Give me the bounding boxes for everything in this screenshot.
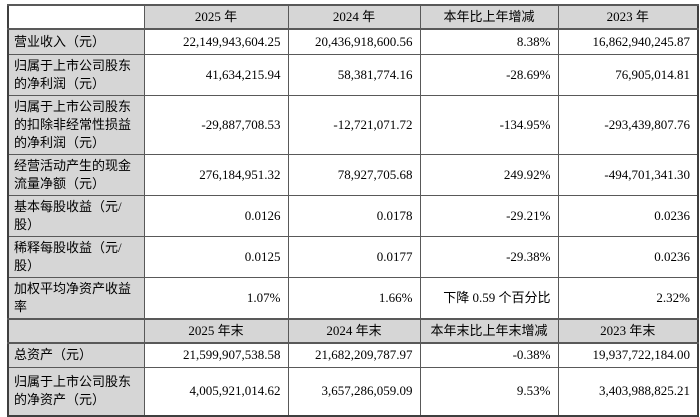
table-row-operating-cash-flow: 经营活动产生的现金流量净额（元） 276,184,951.32 78,927,7… (7, 153, 699, 196)
header-cell-2025-end: 2025 年末 (143, 317, 289, 344)
header-cell-2024: 2024 年 (287, 4, 421, 30)
table-row-diluted-eps: 稀释每股收益（元/股） 0.0125 0.0177 -29.38% 0.0236 (7, 235, 699, 278)
value-2024: 21,682,209,787.97 (287, 342, 421, 368)
value-change: 9.53% (419, 367, 559, 416)
value-change: -28.69% (419, 53, 559, 96)
table-header-row-annual: 2025 年 2024 年 本年比上年增减 2023 年 (7, 4, 699, 30)
table-row-net-assets: 归属于上市公司股东的净资产（元） 4,005,921,014.62 3,657,… (7, 367, 699, 416)
table-row-basic-eps: 基本每股收益（元/股） 0.0126 0.0178 -29.21% 0.0236 (7, 194, 699, 237)
value-2025: 276,184,951.32 (143, 153, 289, 196)
header-cell-2023-end: 2023 年末 (557, 317, 699, 344)
value-2023: 0.0236 (557, 235, 699, 278)
financial-summary-table-wrap: 2025 年 2024 年 本年比上年增减 2023 年 营业收入（元） 22,… (7, 4, 699, 417)
header-cell-2024-end: 2024 年末 (287, 317, 421, 344)
value-change: -134.95% (419, 94, 559, 155)
value-2024: 0.0177 (287, 235, 421, 278)
table-header-row-year-end: 2025 年末 2024 年末 本年末比上年末增减 2023 年末 (7, 317, 699, 344)
row-label: 营业收入（元） (7, 28, 145, 55)
value-2025: 41,634,215.94 (143, 53, 289, 96)
value-2025: 4,005,921,014.62 (143, 367, 289, 416)
value-change: 下降 0.59 个百分比 (419, 276, 559, 319)
header-cell-blank (7, 4, 145, 30)
value-2024: 20,436,918,600.56 (287, 28, 421, 55)
row-label: 基本每股收益（元/股） (7, 194, 145, 237)
value-2023: 3,403,988,825.21 (557, 367, 699, 416)
table-row-revenue: 营业收入（元） 22,149,943,604.25 20,436,918,600… (7, 28, 699, 55)
value-change: 249.92% (419, 153, 559, 196)
row-label: 归属于上市公司股东的净资产（元） (7, 367, 145, 416)
value-2023: 76,905,014.81 (557, 53, 699, 96)
value-2024: -12,721,071.72 (287, 94, 421, 155)
value-2025: 22,149,943,604.25 (143, 28, 289, 55)
value-2023: -293,439,807.76 (557, 94, 699, 155)
row-label: 归属于上市公司股东的净利润（元） (7, 53, 145, 96)
value-2025: 1.07% (143, 276, 289, 319)
value-2023: 16,862,940,245.87 (557, 28, 699, 55)
value-change: 8.38% (419, 28, 559, 55)
header-cell-yoy-change: 本年比上年增减 (419, 4, 559, 30)
value-2025: 0.0125 (143, 235, 289, 278)
header-cell-2023: 2023 年 (557, 4, 699, 30)
row-label: 加权平均净资产收益率 (7, 276, 145, 319)
financial-summary-table: 2025 年 2024 年 本年比上年增减 2023 年 营业收入（元） 22,… (7, 4, 699, 417)
row-label: 经营活动产生的现金流量净额（元） (7, 153, 145, 196)
header-cell-year-end-change: 本年末比上年末增减 (419, 317, 559, 344)
value-2024: 3,657,286,059.09 (287, 367, 421, 416)
value-2025: 21,599,907,538.58 (143, 342, 289, 368)
table-row-weighted-avg-roe: 加权平均净资产收益率 1.07% 1.66% 下降 0.59 个百分比 2.32… (7, 276, 699, 319)
value-change: -0.38% (419, 342, 559, 368)
value-2023: -494,701,341.30 (557, 153, 699, 196)
value-2023: 19,937,722,184.00 (557, 342, 699, 368)
table-row-total-assets: 总资产（元） 21,599,907,538.58 21,682,209,787.… (7, 342, 699, 368)
row-label: 稀释每股收益（元/股） (7, 235, 145, 278)
row-label: 总资产（元） (7, 342, 145, 368)
value-2025: 0.0126 (143, 194, 289, 237)
value-2024: 1.66% (287, 276, 421, 319)
value-2024: 78,927,705.68 (287, 153, 421, 196)
value-2023: 0.0236 (557, 194, 699, 237)
header-cell-blank (7, 317, 145, 344)
value-2024: 58,381,774.16 (287, 53, 421, 96)
row-label: 归属于上市公司股东的扣除非经常性损益的净利润（元） (7, 94, 145, 155)
table-row-net-profit: 归属于上市公司股东的净利润（元） 41,634,215.94 58,381,77… (7, 53, 699, 96)
value-2024: 0.0178 (287, 194, 421, 237)
value-2023: 2.32% (557, 276, 699, 319)
value-2025: -29,887,708.53 (143, 94, 289, 155)
value-change: -29.21% (419, 194, 559, 237)
header-cell-2025: 2025 年 (143, 4, 289, 30)
value-change: -29.38% (419, 235, 559, 278)
table-row-net-profit-excl-nonrecurring: 归属于上市公司股东的扣除非经常性损益的净利润（元） -29,887,708.53… (7, 94, 699, 155)
